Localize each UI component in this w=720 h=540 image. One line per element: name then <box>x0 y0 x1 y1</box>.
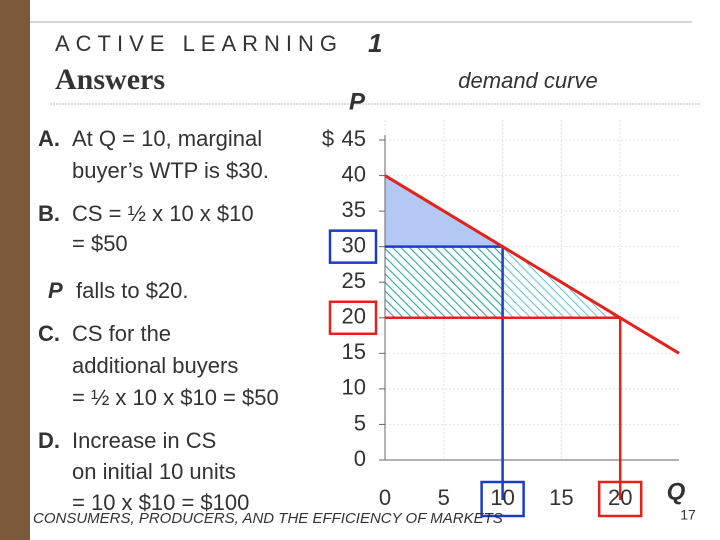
tick-highlight <box>328 300 378 336</box>
x-tick-label: 20 <box>608 485 632 510</box>
y-tick-label: 25 <box>342 268 366 293</box>
answer-line: falls to $20. <box>76 278 189 303</box>
answer-line: buyer’s WTP is $30. <box>72 158 269 183</box>
answer-line: CS = ½ x 10 x $10 <box>72 201 254 226</box>
demand-line <box>384 174 680 355</box>
kicker: ACTIVE LEARNING <box>55 31 343 56</box>
x-axis-label: Q <box>667 478 686 505</box>
footer: CONSUMERS, PRODUCERS, AND THE EFFICIENCY… <box>33 510 503 527</box>
answer-line: additional buyers <box>72 353 238 378</box>
y-tick-label: 5 <box>354 410 366 435</box>
answer-line: = $50 <box>72 231 128 256</box>
y-tick-label: 0 <box>354 446 366 471</box>
y-tick-label: 10 <box>342 375 366 400</box>
answer-line: At Q = 10, marginal <box>72 126 262 151</box>
x-tick-label: 5 <box>438 485 450 510</box>
answer-label: A. <box>38 126 60 151</box>
tick-highlight <box>328 229 378 264</box>
y-tick-label: 15 <box>342 339 366 364</box>
answers: A. At Q = 10, marginal buyer’s WTP is $30.… <box>38 126 279 515</box>
answer-label: C. <box>38 321 60 346</box>
answer-label: B. <box>38 201 60 226</box>
answer-label: P <box>48 278 63 303</box>
tick-highlight <box>480 480 525 518</box>
side-strip <box>0 0 30 540</box>
answer-label: D. <box>38 428 60 453</box>
tick-highlight <box>597 480 643 518</box>
kicker-number: 1 <box>368 28 382 58</box>
answer-line: CS for the <box>72 321 171 346</box>
answer-line: = ½ x 10 x $10 = $50 <box>72 385 279 410</box>
y-tick-label: 45 <box>342 126 366 151</box>
x-tick-label: 0 <box>379 485 391 510</box>
x-tick-label: 15 <box>549 485 573 510</box>
legend-label: demand curve <box>458 68 597 93</box>
y-tick-label: 20 <box>342 304 366 329</box>
x-tick-label: 10 <box>490 485 514 510</box>
cs-gain-initial <box>385 246 503 318</box>
y-axis-label: P <box>349 88 366 115</box>
slide-title: Answers <box>55 63 165 96</box>
chart: demand curve 0 5 10 15 20 25 30 35 40 45 $ P 0 5 10 15 20… <box>322 68 686 518</box>
answer-line: on initial 10 units <box>72 459 236 484</box>
answer-line: = 10 x $10 = $100 <box>72 490 249 515</box>
answer-line: Increase in CS <box>72 428 216 453</box>
y-tick-label: 30 <box>342 232 366 257</box>
y-tick-label: 35 <box>342 197 366 222</box>
y-prefix: $ <box>322 126 334 151</box>
y-tick-label: 40 <box>342 161 366 186</box>
page-number: 17 <box>680 507 696 523</box>
